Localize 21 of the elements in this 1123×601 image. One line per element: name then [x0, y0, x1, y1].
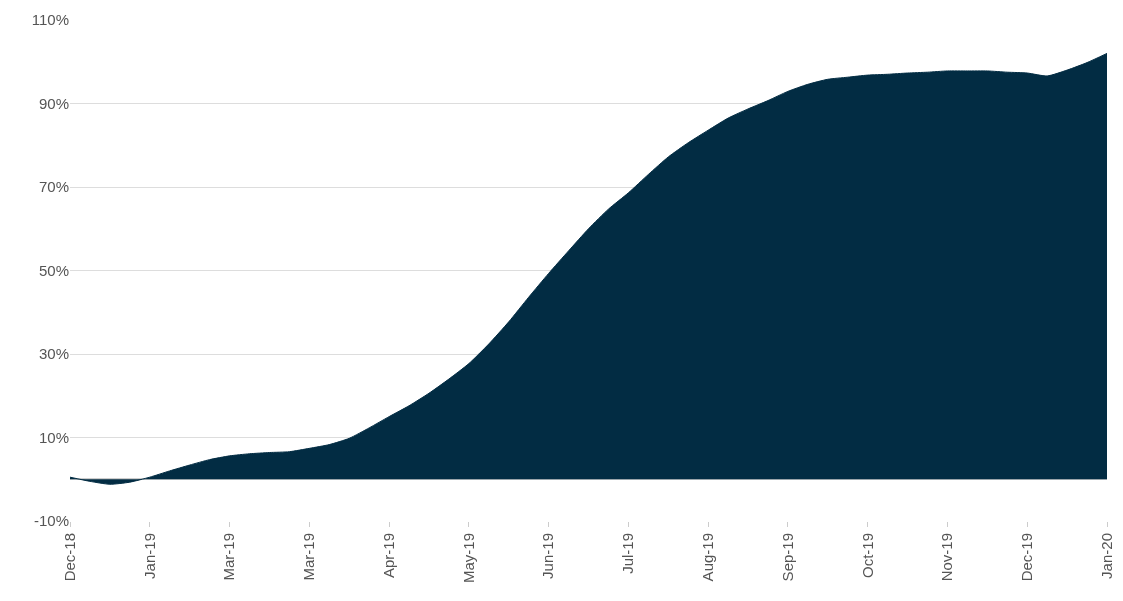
- x-tick-label: Dec-19: [1018, 533, 1036, 582]
- x-tick-label: Dec-18: [60, 533, 78, 582]
- x-tick-label: Jan-20: [1097, 533, 1115, 579]
- y-tick-label: 10%: [38, 428, 69, 446]
- y-tick-label: 50%: [38, 261, 69, 279]
- x-tick-label: Aug-19: [699, 533, 717, 582]
- x-tick-label: Jul-19: [619, 533, 637, 574]
- y-tick-label: 110%: [31, 11, 69, 29]
- y-tick-label: -10%: [33, 512, 69, 530]
- x-tick-label: May-19: [459, 533, 477, 584]
- x-tick-label: Oct-19: [858, 533, 876, 579]
- y-tick-label: 90%: [38, 94, 69, 112]
- y-tick-label: 30%: [38, 345, 69, 363]
- x-tick-label: Mar-19: [300, 533, 318, 581]
- x-tick-label: Mar-19: [220, 533, 238, 581]
- x-tick-label: Jun-19: [539, 533, 557, 579]
- x-tick-label: Jan-19: [140, 533, 158, 579]
- x-tick-label: Apr-19: [379, 533, 397, 579]
- y-tick-label: 70%: [38, 178, 69, 196]
- x-tick-label: Nov-19: [938, 533, 956, 582]
- x-tick-label: Sep-19: [778, 533, 796, 582]
